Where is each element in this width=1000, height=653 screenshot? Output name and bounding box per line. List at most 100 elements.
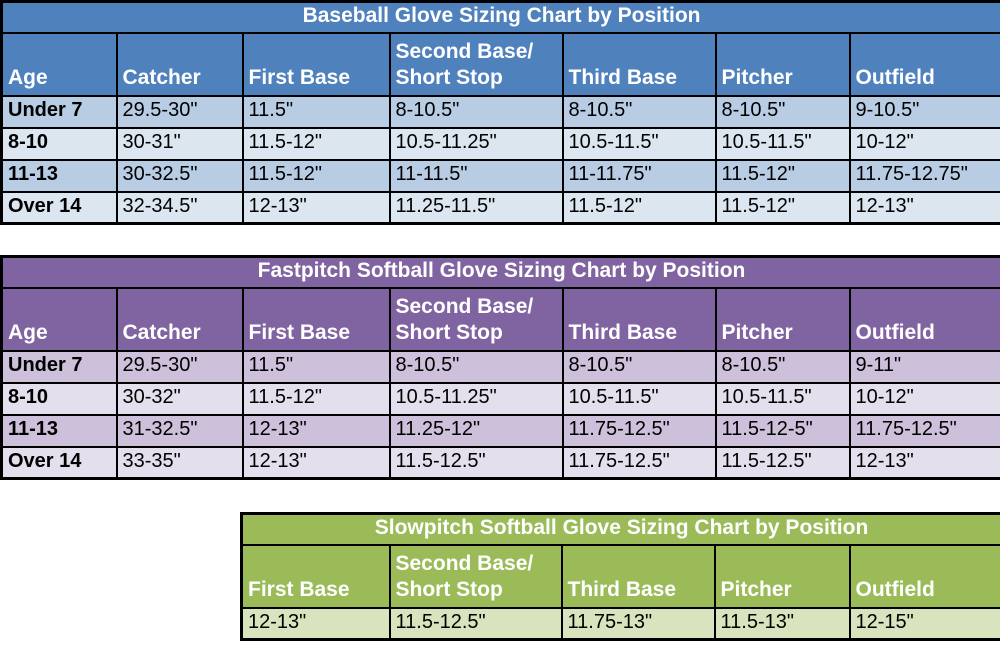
table-cell: 12-13" bbox=[241, 445, 391, 480]
table-cell: 11.5-12" bbox=[561, 190, 717, 225]
table-row: Under 7 29.5-30" 11.5" 8-10.5" 8-10.5" 8… bbox=[0, 349, 1000, 384]
table-cell: 11.5-13" bbox=[713, 606, 851, 641]
table-cell: 11.5-12.5" bbox=[714, 445, 851, 480]
table-cell: 10.5-11.25" bbox=[388, 126, 564, 161]
table-cell: 12-13" bbox=[848, 445, 1000, 480]
table-cell: 8-10.5" bbox=[714, 349, 851, 384]
column-header-third-base: Third Base bbox=[561, 286, 717, 352]
table-row: 11-13 31-32.5" 12-13" 11.25-12" 11.75-12… bbox=[0, 413, 1000, 448]
table-row: Over 14 33-35" 12-13" 11.5-12.5" 11.75-1… bbox=[0, 445, 1000, 480]
column-header-third-base: Third Base bbox=[561, 31, 717, 97]
row-header: 11-13 bbox=[0, 413, 118, 448]
table-row: 12-13" 11.5-12.5" 11.75-13" 11.5-13" 12-… bbox=[240, 606, 1000, 641]
table-cell: 10.5-11.5" bbox=[561, 381, 717, 416]
column-header-row: Age Catcher First Base Second Base/ Shor… bbox=[0, 31, 1000, 97]
table-cell: 12-15" bbox=[848, 606, 1000, 641]
table-cell: 10.5-11.5" bbox=[561, 126, 717, 161]
table-cell: 30-32.5" bbox=[115, 158, 244, 193]
fastpitch-sizing-table: Fastpitch Softball Glove Sizing Chart by… bbox=[0, 255, 1000, 480]
column-header-pitcher: Pitcher bbox=[713, 543, 851, 609]
table-cell: 8-10.5" bbox=[388, 94, 564, 129]
column-header-outfield: Outfield bbox=[848, 31, 1000, 97]
column-header-first-base: First Base bbox=[241, 31, 391, 97]
table-cell: 11.5-12" bbox=[241, 381, 391, 416]
table-cell: 11.5" bbox=[241, 94, 391, 129]
table-row: 11-13 30-32.5" 11.5-12" 11-11.5" 11-11.7… bbox=[0, 158, 1000, 193]
column-header-pitcher: Pitcher bbox=[714, 31, 851, 97]
table-cell: 11.5-12" bbox=[714, 158, 851, 193]
table-title: Baseball Glove Sizing Chart by Position bbox=[0, 0, 1000, 34]
table-cell: 8-10.5" bbox=[561, 94, 717, 129]
column-header-second-base-short-stop: Second Base/ Short Stop bbox=[388, 543, 563, 609]
table-cell: 31-32.5" bbox=[115, 413, 244, 448]
row-header: 11-13 bbox=[0, 158, 118, 193]
table-cell: 11.5" bbox=[241, 349, 391, 384]
table-cell: 8-10.5" bbox=[714, 94, 851, 129]
table-cell: 11-11.5" bbox=[388, 158, 564, 193]
table-cell: 8-10.5" bbox=[561, 349, 717, 384]
row-header: Over 14 bbox=[0, 190, 118, 225]
table-cell: 10-12" bbox=[848, 381, 1000, 416]
table-row: 8-10 30-32" 11.5-12" 10.5-11.25" 10.5-11… bbox=[0, 381, 1000, 416]
table-cell: 10.5-11.5" bbox=[714, 381, 851, 416]
baseball-sizing-table: Baseball Glove Sizing Chart by Position … bbox=[0, 0, 1000, 225]
column-header-first-base: First Base bbox=[241, 286, 391, 352]
table-cell: 11-11.75" bbox=[561, 158, 717, 193]
table-cell: 30-31" bbox=[115, 126, 244, 161]
table-cell: 12-13" bbox=[241, 190, 391, 225]
row-header: 8-10 bbox=[0, 126, 118, 161]
table-cell: 8-10.5" bbox=[388, 349, 564, 384]
table-cell: 11.5-12" bbox=[714, 190, 851, 225]
table-cell: 11.75-12.5" bbox=[561, 413, 717, 448]
column-header-third-base: Third Base bbox=[560, 543, 716, 609]
table-cell: 11.75-12.5" bbox=[561, 445, 717, 480]
table-cell: 29.5-30" bbox=[115, 94, 244, 129]
row-header: Under 7 bbox=[0, 94, 118, 129]
column-header-age: Age bbox=[0, 286, 118, 352]
table-cell: 32-34.5" bbox=[115, 190, 244, 225]
table-cell: 29.5-30" bbox=[115, 349, 244, 384]
table-row: Under 7 29.5-30" 11.5" 8-10.5" 8-10.5" 8… bbox=[0, 94, 1000, 129]
row-header: Under 7 bbox=[0, 349, 118, 384]
slowpitch-sizing-table: Slowpitch Softball Glove Sizing Chart by… bbox=[240, 512, 1000, 641]
column-header-first-base: First Base bbox=[240, 543, 391, 609]
table-cell: 12-13" bbox=[241, 413, 391, 448]
column-header-second-base-short-stop: Second Base/ Short Stop bbox=[388, 286, 564, 352]
table-cell: 12-13" bbox=[848, 190, 1000, 225]
column-header-outfield: Outfield bbox=[848, 543, 1000, 609]
column-header-pitcher: Pitcher bbox=[714, 286, 851, 352]
table-title: Fastpitch Softball Glove Sizing Chart by… bbox=[0, 255, 1000, 289]
column-header-outfield: Outfield bbox=[848, 286, 1000, 352]
table-title-row: Slowpitch Softball Glove Sizing Chart by… bbox=[240, 512, 1000, 546]
column-header-second-base-short-stop: Second Base/ Short Stop bbox=[388, 31, 564, 97]
table-cell: 10.5-11.5" bbox=[714, 126, 851, 161]
table-title: Slowpitch Softball Glove Sizing Chart by… bbox=[240, 512, 1000, 546]
table-cell: 11.75-13" bbox=[560, 606, 716, 641]
table-cell: 11.25-12" bbox=[388, 413, 564, 448]
column-header-row: First Base Second Base/ Short Stop Third… bbox=[240, 543, 1000, 609]
table-row: Over 14 32-34.5" 12-13" 11.25-11.5" 11.5… bbox=[0, 190, 1000, 225]
table-cell: 10.5-11.25" bbox=[388, 381, 564, 416]
table-cell: 11.75-12.5" bbox=[848, 413, 1000, 448]
table-cell: 11.5-12" bbox=[241, 126, 391, 161]
column-header-row: Age Catcher First Base Second Base/ Shor… bbox=[0, 286, 1000, 352]
table-cell: 11.75-12.75" bbox=[848, 158, 1000, 193]
table-cell: 9-11" bbox=[848, 349, 1000, 384]
table-cell: 10-12" bbox=[848, 126, 1000, 161]
table-title-row: Baseball Glove Sizing Chart by Position bbox=[0, 0, 1000, 34]
table-row: 8-10 30-31" 11.5-12" 10.5-11.25" 10.5-11… bbox=[0, 126, 1000, 161]
table-cell: 11.5-12-5" bbox=[714, 413, 851, 448]
table-cell: 9-10.5" bbox=[848, 94, 1000, 129]
row-header: 8-10 bbox=[0, 381, 118, 416]
column-header-catcher: Catcher bbox=[115, 31, 244, 97]
table-cell: 33-35" bbox=[115, 445, 244, 480]
table-cell: 11.5-12" bbox=[241, 158, 391, 193]
row-header: Over 14 bbox=[0, 445, 118, 480]
table-cell: 12-13" bbox=[240, 606, 391, 641]
table-cell: 11.5-12.5" bbox=[388, 445, 564, 480]
table-cell: 11.25-11.5" bbox=[388, 190, 564, 225]
table-title-row: Fastpitch Softball Glove Sizing Chart by… bbox=[0, 255, 1000, 289]
column-header-catcher: Catcher bbox=[115, 286, 244, 352]
column-header-age: Age bbox=[0, 31, 118, 97]
